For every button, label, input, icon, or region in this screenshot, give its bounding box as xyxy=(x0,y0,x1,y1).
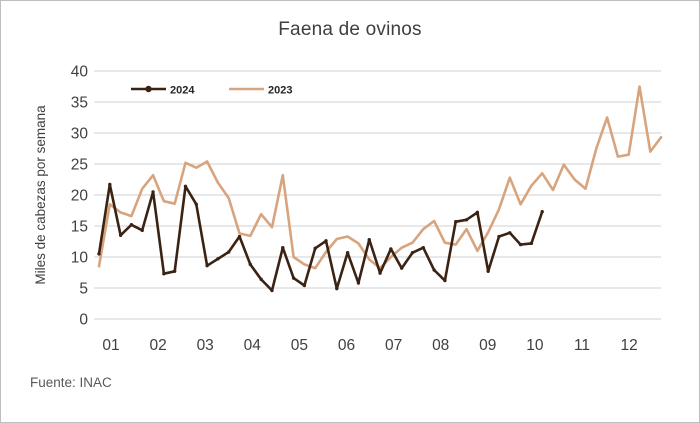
x-axis-tick-label: 07 xyxy=(385,337,402,354)
series-point-2024 xyxy=(367,237,371,242)
series-point-2024 xyxy=(97,252,101,256)
series-point-2024 xyxy=(108,182,112,187)
x-axis-tick-label: 02 xyxy=(149,337,166,354)
series-point-2024 xyxy=(486,269,490,273)
source-note: Fuente: INAC xyxy=(30,375,112,390)
series-point-2024 xyxy=(443,278,447,283)
series-point-2024 xyxy=(151,190,155,194)
series-point-2024 xyxy=(475,210,480,215)
series-point-2024 xyxy=(259,277,263,282)
series-line-2024 xyxy=(97,183,544,292)
series-point-2024 xyxy=(302,283,307,288)
legend-marker-2024 xyxy=(145,85,152,93)
x-axis-tick-label: 01 xyxy=(102,337,119,354)
y-axis-tick-label: 10 xyxy=(71,250,89,267)
series-point-2024 xyxy=(129,223,134,227)
chart-title: Faena de ovinos xyxy=(278,19,422,40)
series-point-2024 xyxy=(324,239,328,243)
x-axis-tick-label: 11 xyxy=(574,337,590,354)
series-point-2024 xyxy=(291,276,296,280)
series-point-2024 xyxy=(518,242,523,247)
x-axis-tick-label: 12 xyxy=(620,337,637,354)
series-point-2024 xyxy=(529,241,534,246)
series-point-2024 xyxy=(162,272,166,276)
y-axis-tick-label: 40 xyxy=(71,64,89,81)
y-axis-tick-label: 5 xyxy=(79,281,88,298)
x-axis-tick-label: 04 xyxy=(244,337,262,354)
series-point-2024 xyxy=(183,184,188,189)
y-axis-title: Miles de cabezas por semana xyxy=(33,105,48,285)
series-point-2024 xyxy=(205,263,209,268)
series-point-2024 xyxy=(356,281,361,285)
series-point-2024 xyxy=(248,262,253,267)
series-point-2024 xyxy=(497,234,501,239)
legend-label-2024: 2024 xyxy=(170,85,195,97)
series-point-2024 xyxy=(270,288,274,293)
series-point-2024 xyxy=(508,231,512,235)
x-axis-tick-label: 05 xyxy=(291,337,308,354)
x-axis-tick-label: 09 xyxy=(479,337,496,354)
series-point-2024 xyxy=(432,268,436,272)
series-point-2024 xyxy=(378,271,382,275)
x-axis-tick-label: 08 xyxy=(432,337,449,354)
series-point-2024 xyxy=(464,218,469,222)
series-point-2024 xyxy=(172,269,177,273)
y-axis-tick-label: 35 xyxy=(71,95,88,112)
y-axis-tick-label: 15 xyxy=(71,219,88,236)
y-axis-tick-label: 25 xyxy=(71,157,88,174)
series-point-2024 xyxy=(410,250,415,255)
series-point-2024 xyxy=(140,228,144,233)
series-point-2024 xyxy=(335,286,339,291)
series-point-2024 xyxy=(421,246,425,250)
series-point-2024 xyxy=(118,233,123,237)
series-point-2024 xyxy=(237,234,242,239)
y-axis-tick-label: 20 xyxy=(71,188,89,205)
series-point-2024 xyxy=(345,250,350,255)
x-axis-tick-label: 10 xyxy=(526,337,544,354)
series-point-2024 xyxy=(399,266,404,270)
legend-label-2023: 2023 xyxy=(268,85,292,97)
series-point-2024 xyxy=(194,202,198,206)
x-axis-tick-label: 03 xyxy=(197,337,214,354)
x-axis-tick-label: 06 xyxy=(338,337,355,354)
series-point-2024 xyxy=(227,250,231,254)
series-point-2024 xyxy=(540,210,544,214)
series-point-2024 xyxy=(216,257,220,261)
y-axis-tick-label: 0 xyxy=(79,312,88,329)
series-point-2024 xyxy=(389,247,393,251)
series-point-2024 xyxy=(454,219,458,224)
y-axis-tick-label: 30 xyxy=(71,126,89,143)
series-line-2023 xyxy=(97,85,663,270)
series-point-2024 xyxy=(313,246,317,251)
series-point-2024 xyxy=(281,246,285,250)
